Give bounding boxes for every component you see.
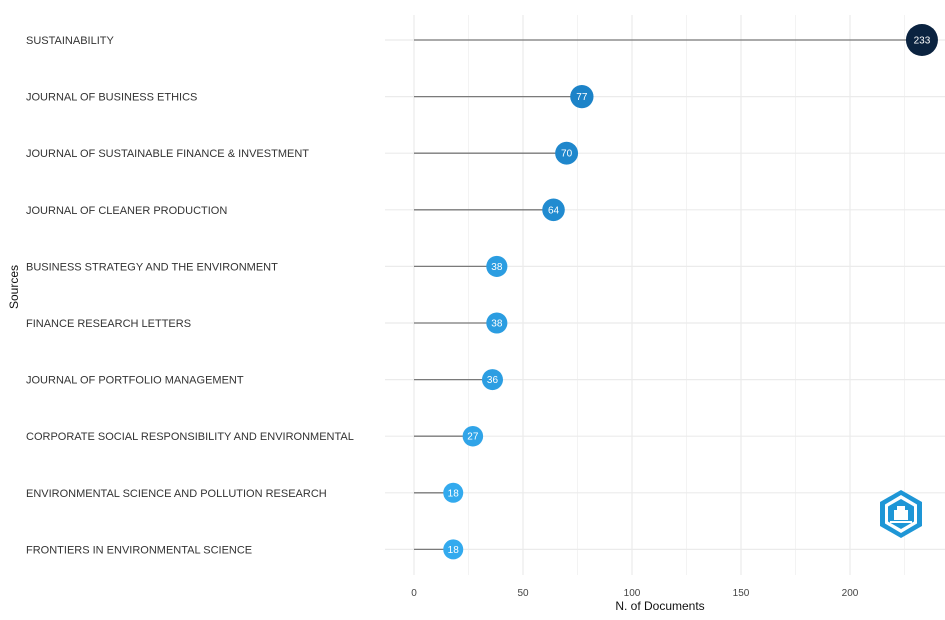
x-tick-labels: 0 50 100 150 200	[411, 588, 859, 599]
data-label: 18	[448, 488, 460, 499]
data-label: 38	[491, 319, 503, 330]
category-label: BUSINESS STRATEGY AND THE ENVIRONMENT	[26, 261, 278, 273]
lollipop-dot	[443, 539, 464, 560]
lollipop-dot	[905, 24, 938, 56]
watermark-logo-icon	[880, 490, 922, 538]
grid-lines	[385, 15, 945, 575]
x-tick-label: 50	[517, 588, 529, 599]
x-axis-title: N. of Documents	[615, 599, 704, 613]
data-label: 27	[467, 432, 479, 443]
lollipop-dot	[570, 84, 594, 109]
lollipop-dot	[443, 482, 464, 503]
category-labels: SUSTAINABILITY JOURNAL OF BUSINESS ETHICS…	[26, 35, 354, 556]
category-label: FINANCE RESEARCH LETTERS	[26, 318, 191, 330]
x-tick-label: 150	[733, 588, 750, 599]
lollipop-dot	[542, 198, 565, 222]
data-label: 36	[487, 375, 499, 386]
lollipop-dot	[486, 312, 508, 334]
lollipop-stems	[414, 39, 922, 551]
category-label: JOURNAL OF BUSINESS ETHICS	[26, 92, 197, 104]
y-axis-title: Sources	[7, 265, 21, 309]
category-label: ENVIRONMENTAL SCIENCE AND POLLUTION RESE…	[26, 488, 327, 500]
data-label: 77	[576, 92, 588, 103]
data-label: 18	[448, 545, 460, 556]
data-label: 70	[561, 149, 573, 160]
lollipop-dot	[555, 141, 579, 165]
x-tick-label: 200	[842, 588, 859, 599]
data-label: 38	[491, 262, 503, 273]
x-tick-label: 0	[411, 588, 417, 599]
lollipop-dot	[481, 369, 503, 391]
category-label: SUSTAINABILITY	[26, 35, 114, 47]
data-label: 64	[548, 205, 560, 216]
data-label: 233	[914, 36, 931, 47]
category-label: JOURNAL OF PORTFOLIO MANAGEMENT	[26, 375, 244, 387]
category-label: JOURNAL OF CLEANER PRODUCTION	[26, 205, 227, 217]
category-label: CORPORATE SOCIAL RESPONSIBILITY AND ENVI…	[26, 431, 354, 443]
category-label: FRONTIERS IN ENVIRONMENTAL SCIENCE	[26, 544, 252, 556]
lollipop-dot	[462, 425, 484, 447]
lollipop-dot	[486, 255, 508, 277]
lollipop-dots: 233 77 70 64 38 38 36 27 18 18	[443, 24, 938, 560]
category-label: JOURNAL OF SUSTAINABLE FINANCE & INVESTM…	[26, 148, 309, 160]
x-tick-label: 100	[624, 588, 641, 599]
